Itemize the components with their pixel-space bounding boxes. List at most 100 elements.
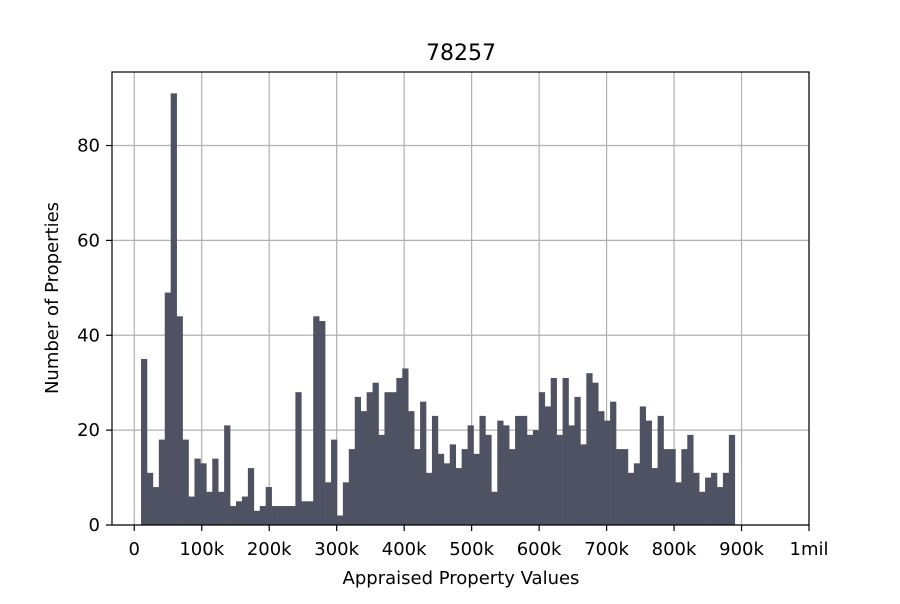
histogram-bar	[467, 425, 474, 525]
x-tick-label: 500k	[449, 539, 494, 560]
histogram-bar	[550, 377, 557, 525]
histogram-bar	[194, 458, 201, 525]
histogram-bar	[426, 472, 433, 525]
histogram-bar	[200, 463, 207, 525]
histogram-bar	[431, 415, 439, 525]
histogram-bar	[241, 496, 249, 525]
histogram-bar	[360, 411, 367, 525]
histogram-bar	[158, 439, 166, 525]
histogram-bar	[141, 358, 148, 525]
y-axis-label: Number of Properties	[42, 202, 63, 394]
histogram-bar	[218, 491, 225, 525]
histogram-bar	[645, 420, 652, 525]
histogram-bar	[526, 434, 534, 525]
histogram-bar	[408, 411, 415, 525]
histogram-bar	[503, 425, 510, 525]
histogram-bar	[598, 411, 605, 525]
histogram-bar	[681, 449, 688, 525]
histogram-bar	[532, 430, 540, 525]
histogram-bar	[176, 316, 183, 525]
histogram-bar	[479, 415, 486, 525]
x-tick-label: 1mil	[790, 539, 829, 560]
histogram-bar	[188, 496, 195, 525]
plot-frame	[111, 71, 810, 526]
histogram-bar	[230, 506, 237, 525]
histogram-bar	[616, 449, 623, 525]
histogram-bar	[313, 316, 320, 525]
y-tick-label: 20	[77, 420, 100, 441]
histogram-bar	[366, 392, 373, 525]
bars	[141, 93, 736, 525]
histogram-bar	[372, 382, 379, 525]
histogram-bar	[716, 487, 724, 525]
histogram-bar	[699, 491, 706, 525]
histogram-bar	[271, 506, 278, 525]
histogram-bar	[621, 449, 629, 525]
histogram-bar	[164, 292, 172, 525]
histogram-bar	[289, 506, 296, 525]
histogram-bar	[485, 434, 492, 525]
plot-area	[112, 72, 809, 525]
histogram-bar	[657, 415, 664, 525]
x-tick-label: 400k	[382, 539, 427, 560]
histogram-bar	[283, 506, 290, 525]
histogram-bar	[675, 482, 682, 525]
x-tick-label: 200k	[247, 539, 292, 560]
histogram-bar	[687, 434, 694, 525]
histogram-bar	[301, 501, 308, 525]
histogram-bar	[711, 472, 718, 525]
histogram-bar	[295, 392, 302, 525]
x-tick-label: 900k	[719, 539, 764, 560]
histogram-bar	[574, 396, 581, 525]
histogram-bar	[663, 449, 670, 525]
histogram-bar	[420, 401, 427, 525]
histogram-bar	[247, 468, 255, 525]
histogram-bar	[146, 472, 154, 525]
x-tick-label: 100k	[179, 539, 224, 560]
axis-ticks: 0 100k 200k 300k 400k 500k 600k 700k 800k 900k 1mi…	[77, 136, 828, 560]
histogram-bar	[414, 449, 421, 525]
histogram-bar	[402, 368, 409, 525]
histogram-bar	[562, 377, 569, 525]
histogram-bar	[473, 453, 480, 525]
histogram-bar	[491, 491, 498, 525]
histogram-bar	[538, 392, 546, 525]
y-tick-label: 60	[77, 230, 100, 251]
histogram-bar	[497, 420, 504, 525]
histogram-bar	[396, 377, 403, 525]
x-tick-label: 800k	[652, 539, 697, 560]
histogram-bar	[342, 482, 350, 525]
histogram-bar	[443, 463, 451, 525]
x-tick-label: 700k	[584, 539, 629, 560]
histogram-bar	[390, 392, 397, 525]
histogram-bar	[515, 415, 522, 525]
histogram-bar	[586, 373, 593, 525]
y-tick-label: 0	[89, 515, 100, 536]
histogram-bar	[152, 487, 160, 525]
histogram-bar	[253, 510, 261, 525]
histogram-bar	[705, 477, 712, 525]
x-axis-label: Appraised Property Values	[343, 568, 580, 589]
histogram-bar	[354, 396, 362, 525]
histogram-bar	[236, 501, 243, 525]
histogram-bar	[556, 434, 563, 525]
histogram-bar	[224, 425, 231, 525]
y-tick-label: 80	[77, 136, 100, 157]
x-tick-label: 300k	[314, 539, 359, 560]
histogram-bar	[437, 453, 445, 525]
histogram-bar	[580, 444, 587, 525]
histogram-bar	[592, 382, 599, 525]
histogram-bar	[336, 515, 344, 525]
histogram-bar	[651, 468, 658, 525]
histogram-bar	[348, 449, 356, 525]
histogram-bar	[461, 449, 468, 525]
histogram-bar	[521, 415, 528, 525]
y-tick-label: 40	[77, 325, 100, 346]
histogram-bar	[639, 406, 647, 525]
histogram-bar	[604, 420, 611, 525]
histogram-bar	[170, 93, 177, 525]
histogram-bar	[627, 472, 635, 525]
histogram-bar	[722, 472, 730, 525]
histogram-bar	[277, 506, 284, 525]
histogram-bar	[265, 487, 272, 525]
